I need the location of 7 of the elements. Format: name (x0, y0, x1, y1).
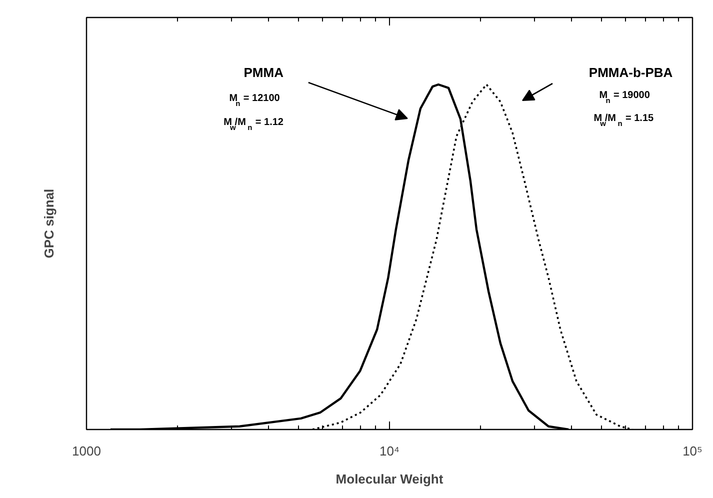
x-axis-title: Molecular Weight (336, 472, 444, 486)
x-tick-label: 10⁵ (682, 444, 702, 458)
x-tick-label: 1000 (72, 444, 101, 458)
y-axis-title: GPC signal (42, 188, 56, 258)
text: PMMA-b-PBA (588, 65, 674, 80)
x-tick-label: 10⁴ (379, 444, 400, 458)
text: PMMA (244, 65, 284, 80)
